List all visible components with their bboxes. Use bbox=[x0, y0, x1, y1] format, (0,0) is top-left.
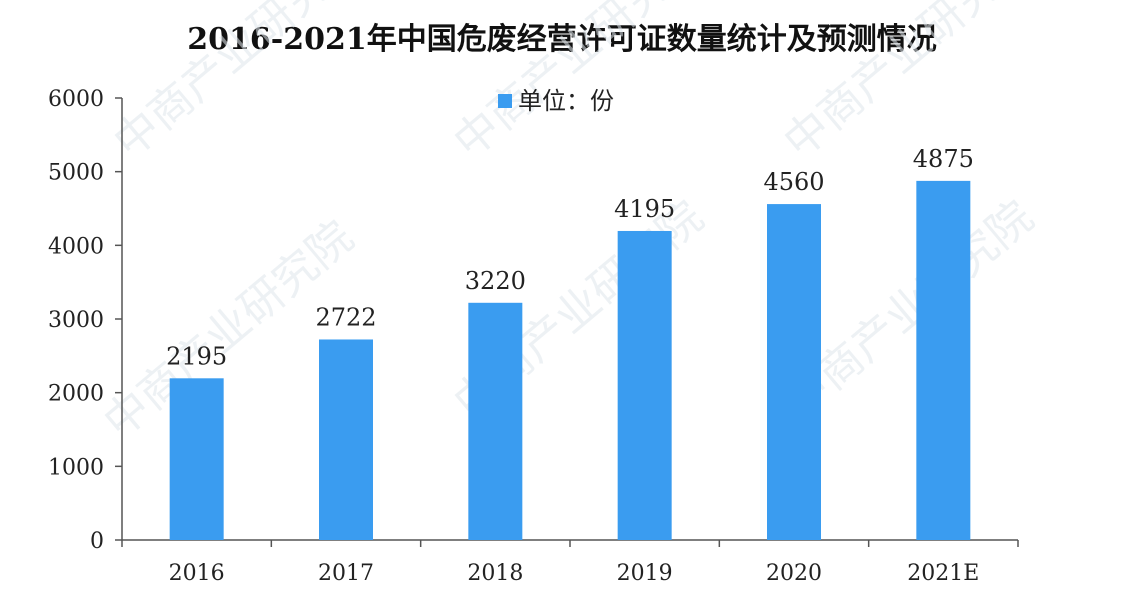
data-label: 4560 bbox=[763, 168, 824, 196]
x-tick-label: 2019 bbox=[617, 561, 673, 586]
x-tick-label: 2016 bbox=[169, 561, 225, 586]
x-tick-label: 2018 bbox=[467, 561, 523, 586]
x-tick-label: 2017 bbox=[318, 561, 374, 586]
bar bbox=[617, 230, 672, 541]
legend-swatch bbox=[498, 94, 512, 108]
x-tick-label: 2020 bbox=[766, 561, 822, 586]
svg-text:中商产业研究院: 中商产业研究院 bbox=[444, 0, 713, 168]
legend-label: 单位：份 bbox=[518, 87, 614, 115]
data-label: 4875 bbox=[913, 145, 974, 173]
data-label: 2195 bbox=[166, 342, 227, 370]
bar bbox=[319, 339, 373, 540]
y-tick-label: 4000 bbox=[48, 234, 104, 259]
data-label: 2722 bbox=[315, 303, 376, 331]
svg-text:中商产业研究院: 中商产业研究院 bbox=[774, 0, 1043, 168]
bar bbox=[916, 180, 971, 540]
bar bbox=[468, 302, 523, 540]
y-tick-label: 3000 bbox=[48, 308, 104, 333]
y-tick-label: 0 bbox=[90, 529, 104, 554]
labels: 2195 2016 2722 2017 3220 2018 4195 2019 4560 2020… bbox=[166, 145, 979, 586]
watermark: 中商产业研究院 中商产业研究院 中商产业研究院 中商产业研究院 中商产业研究院 … bbox=[94, 0, 1043, 448]
y-tick-label: 6000 bbox=[48, 87, 104, 112]
y-tick-label: 5000 bbox=[48, 161, 104, 186]
data-label: 4195 bbox=[614, 195, 675, 223]
y-tick-label: 1000 bbox=[48, 455, 104, 480]
y-tick-label: 2000 bbox=[48, 382, 104, 407]
data-label: 3220 bbox=[465, 267, 526, 295]
svg-text:中商产业研究院: 中商产业研究院 bbox=[104, 0, 373, 168]
legend: 单位：份 bbox=[498, 87, 614, 115]
bar bbox=[767, 204, 821, 540]
chart-title: 2016-2021年中国危废经营许可证数量统计及预测情况 bbox=[187, 22, 937, 57]
axes: 0 1000 2000 3000 4000 5000 6000 bbox=[48, 87, 1019, 554]
bar bbox=[169, 378, 224, 540]
x-tick-label: 2021E bbox=[907, 561, 979, 586]
bars bbox=[169, 180, 971, 541]
